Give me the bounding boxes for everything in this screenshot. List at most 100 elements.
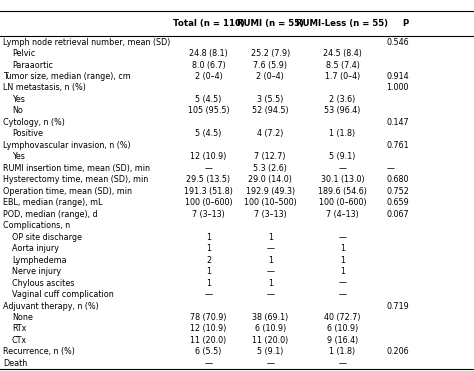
Text: POD, median (range), d: POD, median (range), d <box>3 210 98 219</box>
Text: 8.5 (7.4): 8.5 (7.4) <box>326 60 359 69</box>
Text: 30.1 (13.0): 30.1 (13.0) <box>320 175 365 184</box>
Text: 25.2 (7.9): 25.2 (7.9) <box>251 49 290 58</box>
Text: 5.3 (2.6): 5.3 (2.6) <box>253 164 287 173</box>
Text: 1: 1 <box>206 267 211 276</box>
Text: —: — <box>386 164 394 173</box>
Text: 1: 1 <box>268 279 273 288</box>
Text: None: None <box>12 313 33 322</box>
Text: 105 (95.5): 105 (95.5) <box>188 106 229 115</box>
Text: Recurrence, n (%): Recurrence, n (%) <box>3 347 75 357</box>
Text: 189.6 (54.6): 189.6 (54.6) <box>318 187 367 196</box>
Text: 2 (0–4): 2 (0–4) <box>256 72 284 81</box>
Text: 3 (5.5): 3 (5.5) <box>257 95 283 104</box>
Text: EBL, median (range), mL: EBL, median (range), mL <box>3 198 103 207</box>
Text: 100 (0–600): 100 (0–600) <box>319 198 366 207</box>
Text: 1: 1 <box>340 244 345 253</box>
Text: 5 (9.1): 5 (9.1) <box>257 347 283 357</box>
Text: —: — <box>266 359 274 368</box>
Text: Lymphovascular invasion, n (%): Lymphovascular invasion, n (%) <box>3 141 131 150</box>
Text: Lymphedema: Lymphedema <box>12 256 66 265</box>
Text: 9 (16.4): 9 (16.4) <box>327 336 358 345</box>
Text: 1 (1.8): 1 (1.8) <box>329 129 356 138</box>
Text: 29.5 (13.5): 29.5 (13.5) <box>186 175 231 184</box>
Text: 7 (4–13): 7 (4–13) <box>326 210 359 219</box>
Text: 1: 1 <box>340 256 345 265</box>
Text: —: — <box>205 290 212 299</box>
Text: 0.659: 0.659 <box>386 198 409 207</box>
Text: 24.8 (8.1): 24.8 (8.1) <box>189 49 228 58</box>
Text: 191.3 (51.8): 191.3 (51.8) <box>184 187 233 196</box>
Text: 1.7 (0–4): 1.7 (0–4) <box>325 72 360 81</box>
Text: CTx: CTx <box>12 336 27 345</box>
Text: RUMI (n = 55): RUMI (n = 55) <box>237 19 304 28</box>
Text: Lymph node retrieval number, mean (SD): Lymph node retrieval number, mean (SD) <box>3 37 171 47</box>
Text: LN metastasis, n (%): LN metastasis, n (%) <box>3 83 86 92</box>
Text: 0.761: 0.761 <box>386 141 409 150</box>
Text: —: — <box>338 290 346 299</box>
Text: 0.067: 0.067 <box>386 210 409 219</box>
Text: Yes: Yes <box>12 152 25 161</box>
Text: 1: 1 <box>340 267 345 276</box>
Text: Cytology, n (%): Cytology, n (%) <box>3 118 65 127</box>
Text: —: — <box>338 359 346 368</box>
Text: 7 (3–13): 7 (3–13) <box>192 210 225 219</box>
Text: 4 (7.2): 4 (7.2) <box>257 129 283 138</box>
Text: RTx: RTx <box>12 325 26 334</box>
Text: 100 (10–500): 100 (10–500) <box>244 198 297 207</box>
Text: Total (n = 110): Total (n = 110) <box>173 19 245 28</box>
Text: 2 (3.6): 2 (3.6) <box>329 95 356 104</box>
Text: 78 (70.9): 78 (70.9) <box>190 313 227 322</box>
Text: 8.0 (6.7): 8.0 (6.7) <box>191 60 226 69</box>
Text: 0.914: 0.914 <box>386 72 409 81</box>
Text: 0.719: 0.719 <box>386 302 409 311</box>
Text: —: — <box>205 359 212 368</box>
Text: 7 (12.7): 7 (12.7) <box>255 152 286 161</box>
Text: Adjuvant therapy, n (%): Adjuvant therapy, n (%) <box>3 302 99 311</box>
Text: 2: 2 <box>206 256 211 265</box>
Text: 1: 1 <box>268 256 273 265</box>
Text: 1.000: 1.000 <box>386 83 409 92</box>
Text: Vaginal cuff complication: Vaginal cuff complication <box>12 290 114 299</box>
Text: 11 (20.0): 11 (20.0) <box>252 336 288 345</box>
Text: —: — <box>266 290 274 299</box>
Text: 52 (94.5): 52 (94.5) <box>252 106 289 115</box>
Text: 11 (20.0): 11 (20.0) <box>191 336 227 345</box>
Text: Hysterectomy time, mean (SD), min: Hysterectomy time, mean (SD), min <box>3 175 148 184</box>
Text: —: — <box>205 164 212 173</box>
Text: Complications, n: Complications, n <box>3 221 71 230</box>
Text: 12 (10.9): 12 (10.9) <box>191 152 227 161</box>
Text: Operation time, mean (SD), min: Operation time, mean (SD), min <box>3 187 132 196</box>
Text: 6 (10.9): 6 (10.9) <box>327 325 358 334</box>
Text: 12 (10.9): 12 (10.9) <box>191 325 227 334</box>
Text: 5 (4.5): 5 (4.5) <box>195 129 222 138</box>
Text: 24.5 (8.4): 24.5 (8.4) <box>323 49 362 58</box>
Text: OP site discharge: OP site discharge <box>12 233 82 242</box>
Text: 1: 1 <box>206 244 211 253</box>
Text: Nerve injury: Nerve injury <box>12 267 61 276</box>
Text: 38 (69.1): 38 (69.1) <box>252 313 288 322</box>
Text: 1: 1 <box>206 233 211 242</box>
Text: 53 (96.4): 53 (96.4) <box>324 106 361 115</box>
Text: Positive: Positive <box>12 129 43 138</box>
Text: 6 (5.5): 6 (5.5) <box>195 347 222 357</box>
Text: 0.147: 0.147 <box>386 118 409 127</box>
Text: 192.9 (49.3): 192.9 (49.3) <box>246 187 295 196</box>
Text: Chylous ascites: Chylous ascites <box>12 279 74 288</box>
Text: Paraaortic: Paraaortic <box>12 60 53 69</box>
Text: Yes: Yes <box>12 95 25 104</box>
Text: Pelvic: Pelvic <box>12 49 35 58</box>
Text: RUMI insertion time, mean (SD), min: RUMI insertion time, mean (SD), min <box>3 164 150 173</box>
Text: RUMI-Less (n = 55): RUMI-Less (n = 55) <box>296 19 389 28</box>
Text: 40 (72.7): 40 (72.7) <box>324 313 361 322</box>
Text: 5 (4.5): 5 (4.5) <box>195 95 222 104</box>
Text: No: No <box>12 106 23 115</box>
Text: P: P <box>402 19 409 28</box>
Text: 29.0 (14.0): 29.0 (14.0) <box>248 175 292 184</box>
Text: 100 (0–600): 100 (0–600) <box>185 198 232 207</box>
Text: 7.6 (5.9): 7.6 (5.9) <box>253 60 287 69</box>
Text: 0.752: 0.752 <box>386 187 409 196</box>
Text: 7 (3–13): 7 (3–13) <box>254 210 287 219</box>
Text: —: — <box>338 279 346 288</box>
Text: Death: Death <box>3 359 27 368</box>
Text: —: — <box>338 164 346 173</box>
